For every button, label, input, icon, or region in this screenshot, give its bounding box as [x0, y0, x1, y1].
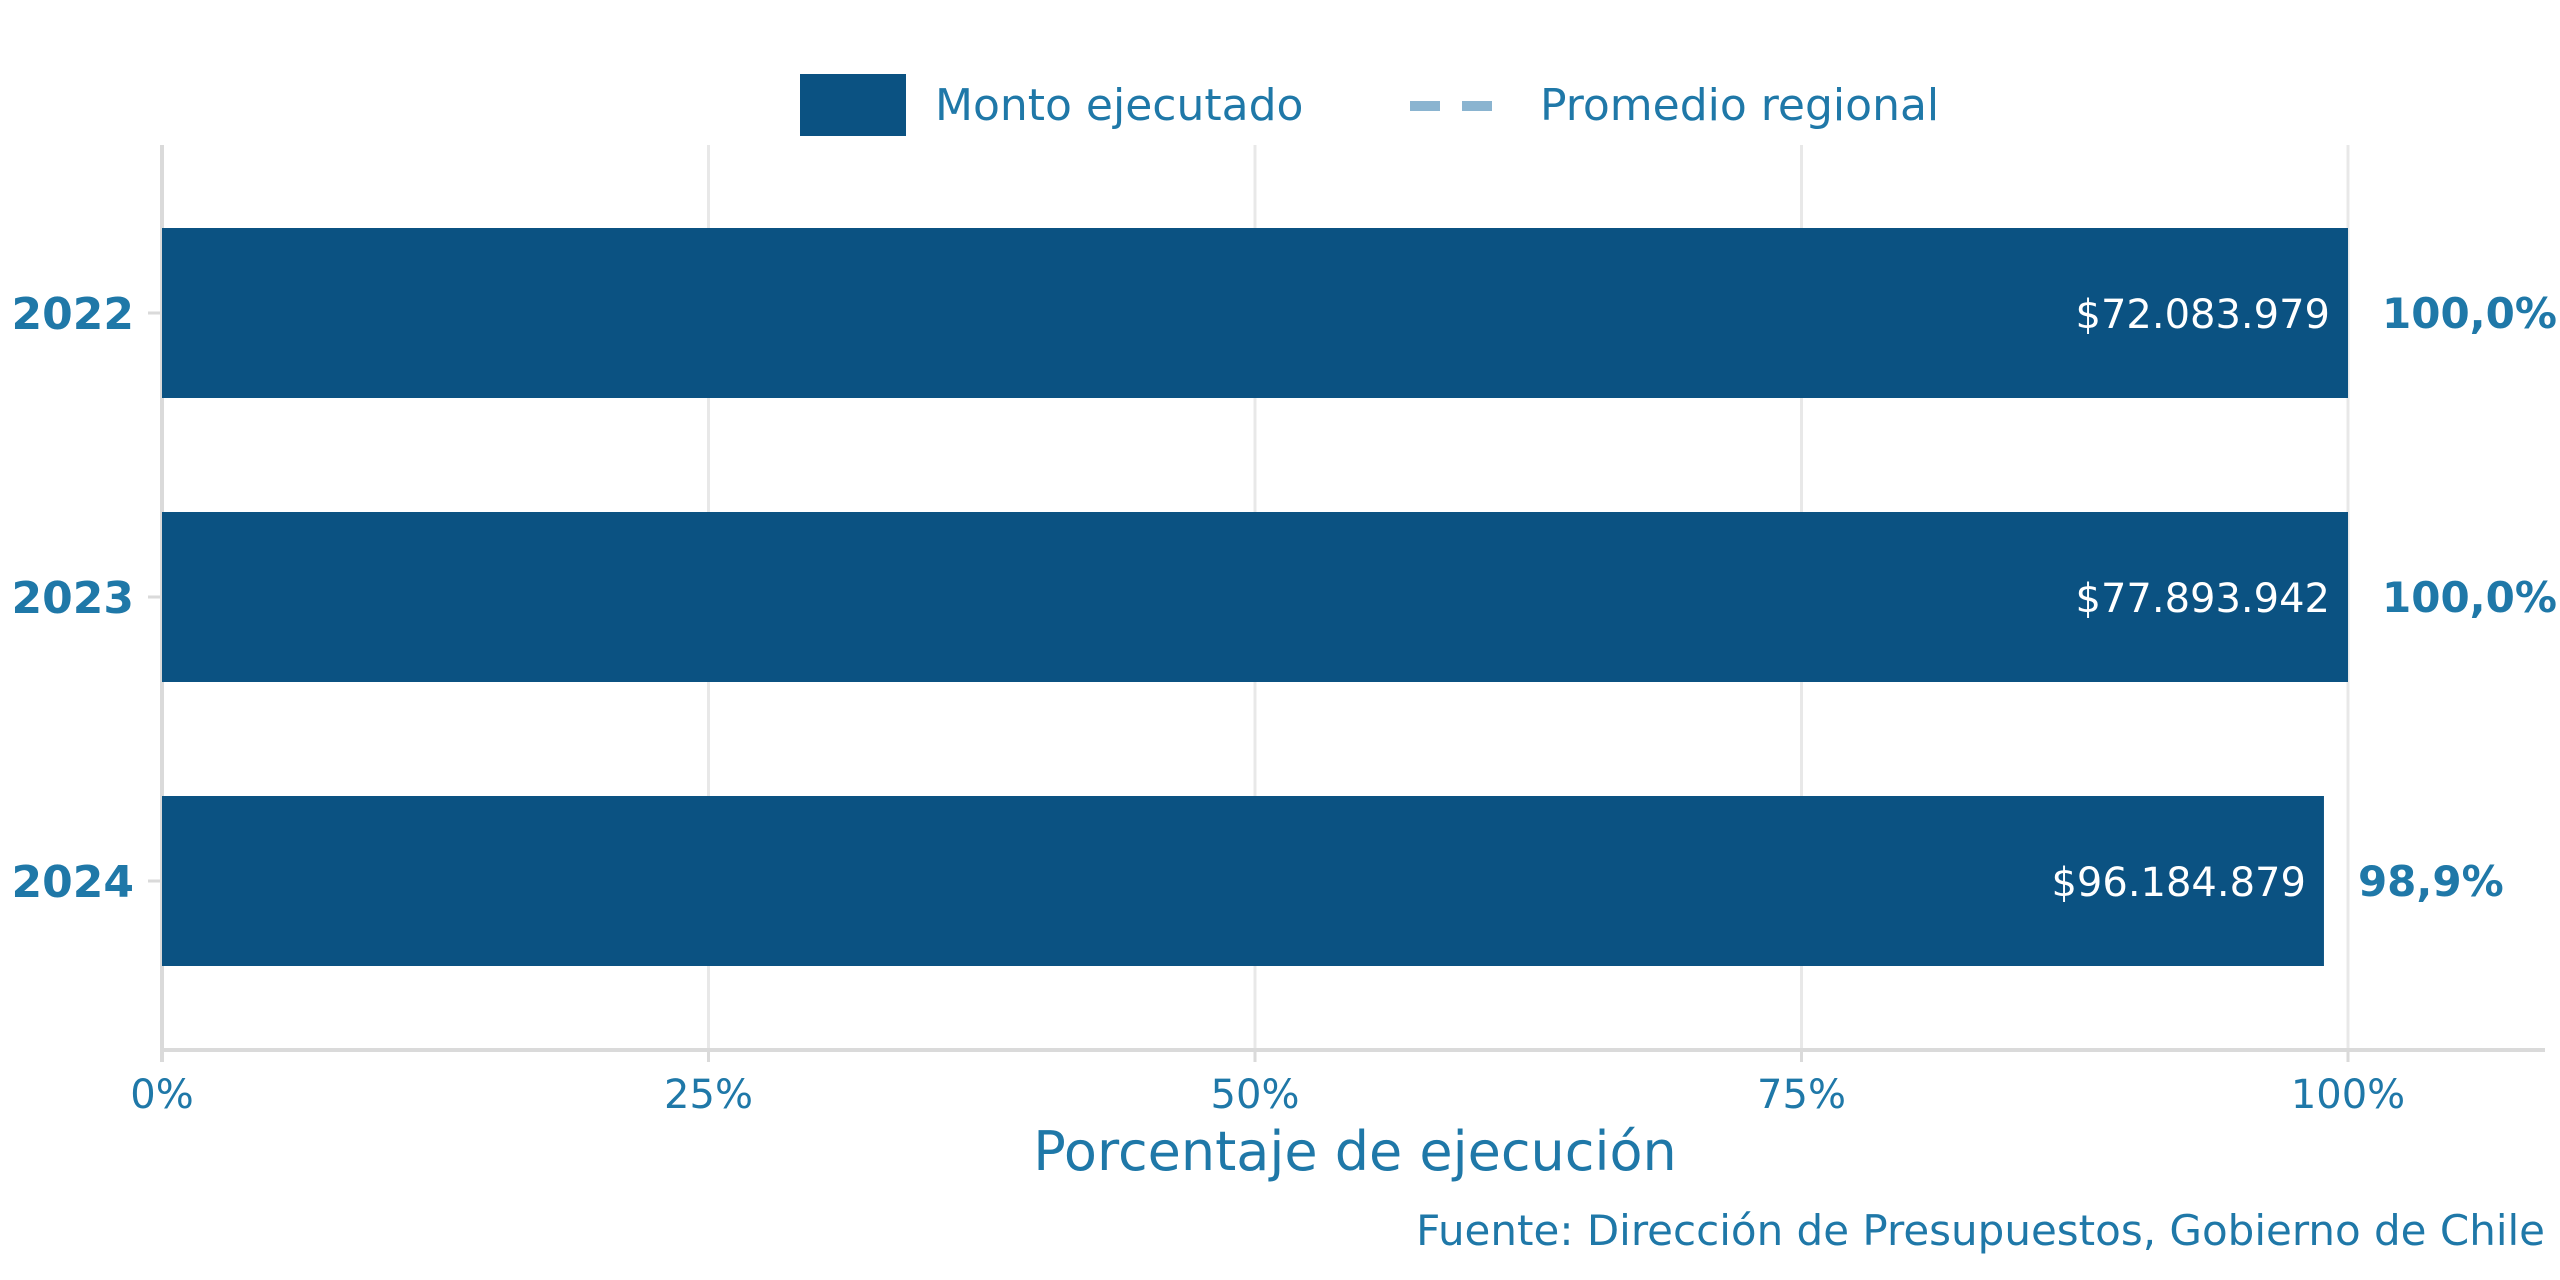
bar-value-label: $96.184.879 [2051, 860, 2305, 906]
y-tick-label: 2024 [12, 857, 134, 908]
x-tick-label: 0% [130, 1072, 193, 1118]
bar-percent-label: 98,9% [2358, 857, 2504, 906]
bar-percent-label: 100,0% [2382, 289, 2557, 338]
x-tick-label: 75% [1757, 1072, 1846, 1118]
bar [162, 796, 2324, 966]
legend-swatch-bar [800, 74, 906, 136]
bar-percent-label: 100,0% [2382, 573, 2557, 622]
source-caption: Fuente: Dirección de Presupuestos, Gobie… [1416, 1206, 2545, 1255]
bar [162, 512, 2348, 682]
legend-label: Promedio regional [1540, 80, 1939, 131]
bar [162, 228, 2348, 398]
y-tick-label: 2022 [12, 289, 134, 340]
bar-value-label: $72.083.979 [2076, 292, 2330, 338]
x-tick-label: 25% [664, 1072, 753, 1118]
bar-value-label: $77.893.942 [2076, 576, 2330, 622]
x-axis-title: Porcentaje de ejecución [1033, 1120, 1676, 1183]
x-tick-label: 100% [2291, 1072, 2405, 1118]
y-tick-label: 2023 [12, 573, 134, 624]
legend-label: Monto ejecutado [935, 80, 1303, 131]
x-tick-label: 50% [1211, 1072, 1300, 1118]
